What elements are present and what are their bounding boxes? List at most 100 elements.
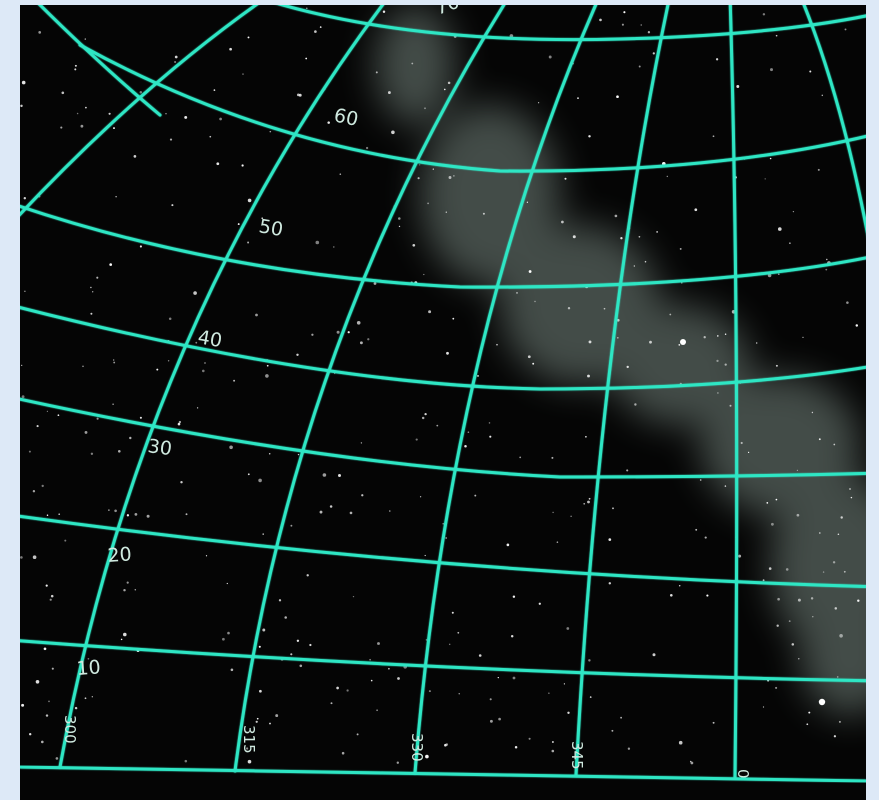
azimuth-meridian — [30, 5, 160, 115]
star — [489, 436, 491, 438]
star — [736, 85, 739, 88]
star — [307, 574, 309, 576]
star — [180, 481, 182, 483]
star — [798, 599, 801, 602]
star — [539, 603, 541, 605]
star — [388, 668, 390, 670]
azimuth-label: 330 — [408, 733, 426, 762]
star — [29, 451, 31, 453]
star — [377, 642, 380, 645]
star — [532, 363, 534, 365]
star — [168, 360, 169, 361]
star — [511, 635, 513, 637]
star — [477, 375, 479, 377]
star — [428, 310, 431, 313]
star — [819, 699, 825, 705]
star — [679, 585, 680, 586]
star — [227, 632, 230, 635]
star — [397, 677, 400, 680]
star — [452, 612, 454, 614]
star — [552, 741, 554, 743]
star — [771, 523, 774, 526]
star — [776, 499, 778, 501]
star — [489, 422, 491, 424]
star — [667, 176, 668, 177]
star — [490, 720, 493, 723]
star — [353, 596, 354, 597]
milky-way-cloud — [375, 5, 455, 125]
star — [47, 515, 48, 516]
star — [255, 314, 258, 317]
star — [383, 11, 385, 13]
star — [22, 395, 25, 398]
star — [197, 407, 198, 408]
star — [330, 505, 333, 508]
star — [361, 442, 362, 443]
star — [113, 127, 115, 129]
star — [178, 423, 181, 426]
altitude-label: 20 — [107, 543, 133, 567]
star — [763, 13, 765, 15]
star — [770, 158, 772, 160]
star — [851, 497, 852, 498]
star — [214, 89, 216, 91]
star — [80, 125, 83, 128]
star — [299, 664, 302, 667]
star — [85, 38, 86, 39]
star — [679, 741, 683, 745]
star — [29, 733, 31, 735]
star — [209, 136, 211, 138]
star — [730, 405, 732, 407]
star — [833, 561, 835, 563]
star — [376, 71, 378, 73]
star — [529, 270, 532, 273]
star — [265, 374, 269, 378]
star — [823, 571, 824, 572]
star — [589, 340, 592, 343]
star — [270, 131, 272, 133]
star — [587, 375, 590, 378]
star — [818, 169, 820, 171]
star — [498, 677, 499, 678]
star — [717, 392, 718, 393]
star — [634, 403, 636, 405]
star — [639, 66, 641, 68]
star — [369, 659, 371, 661]
star — [617, 337, 619, 339]
star — [206, 555, 207, 556]
star — [342, 752, 345, 755]
star — [837, 676, 839, 678]
star — [85, 697, 87, 699]
star — [171, 204, 173, 206]
star — [222, 638, 225, 641]
star — [416, 439, 418, 441]
star — [483, 213, 485, 215]
star — [333, 246, 334, 247]
star — [770, 68, 773, 71]
star — [419, 164, 420, 165]
star — [179, 421, 181, 423]
star — [792, 643, 795, 646]
star — [297, 640, 299, 642]
star — [444, 89, 446, 91]
star — [548, 693, 549, 694]
star — [825, 269, 827, 271]
star — [262, 533, 263, 534]
star — [290, 525, 292, 527]
star — [58, 513, 60, 515]
star — [118, 450, 121, 453]
star — [323, 473, 327, 477]
star — [51, 595, 54, 598]
star — [589, 498, 591, 500]
star — [585, 436, 587, 438]
star — [422, 417, 424, 419]
star — [357, 321, 361, 325]
star — [366, 147, 368, 149]
star — [420, 496, 421, 497]
star — [82, 365, 84, 367]
star — [604, 308, 606, 310]
star — [587, 501, 590, 504]
star — [298, 454, 299, 455]
star — [426, 639, 427, 640]
